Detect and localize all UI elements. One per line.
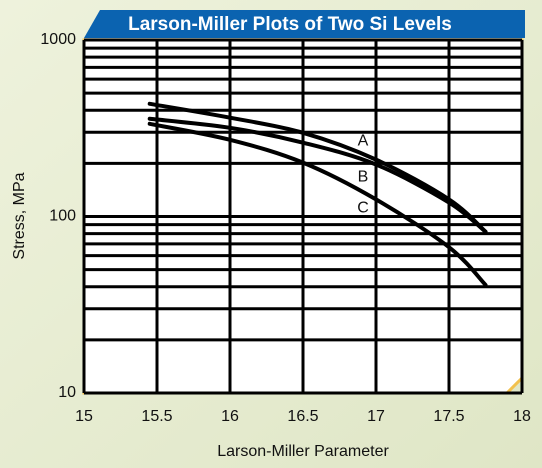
x-tick-label: 16.5 — [287, 408, 318, 425]
x-tick-label: 17.5 — [433, 408, 464, 425]
x-tick-label: 17 — [367, 408, 385, 425]
y-tick-label: 100 — [49, 208, 76, 225]
y-tick-label: 1000 — [40, 31, 76, 48]
x-axis-label: Larson-Miller Parameter — [217, 443, 389, 460]
x-tick-label: 18 — [513, 408, 531, 425]
x-tick-label: 15 — [75, 408, 93, 425]
y-axis-label: Stress, MPa — [11, 172, 28, 259]
y-tick-label: 10 — [58, 384, 76, 401]
title-banner — [84, 10, 525, 38]
curve-label: B — [358, 168, 369, 185]
x-tick-label: 16 — [221, 408, 239, 425]
curve — [147, 101, 488, 234]
curve — [147, 121, 488, 287]
chart-title: Larson-Miller Plots of Two Si Levels — [128, 14, 452, 35]
x-tick-label: 15.5 — [141, 408, 172, 425]
curve — [147, 116, 488, 234]
curve-label: A — [358, 132, 369, 149]
curve-label: C — [357, 199, 369, 216]
